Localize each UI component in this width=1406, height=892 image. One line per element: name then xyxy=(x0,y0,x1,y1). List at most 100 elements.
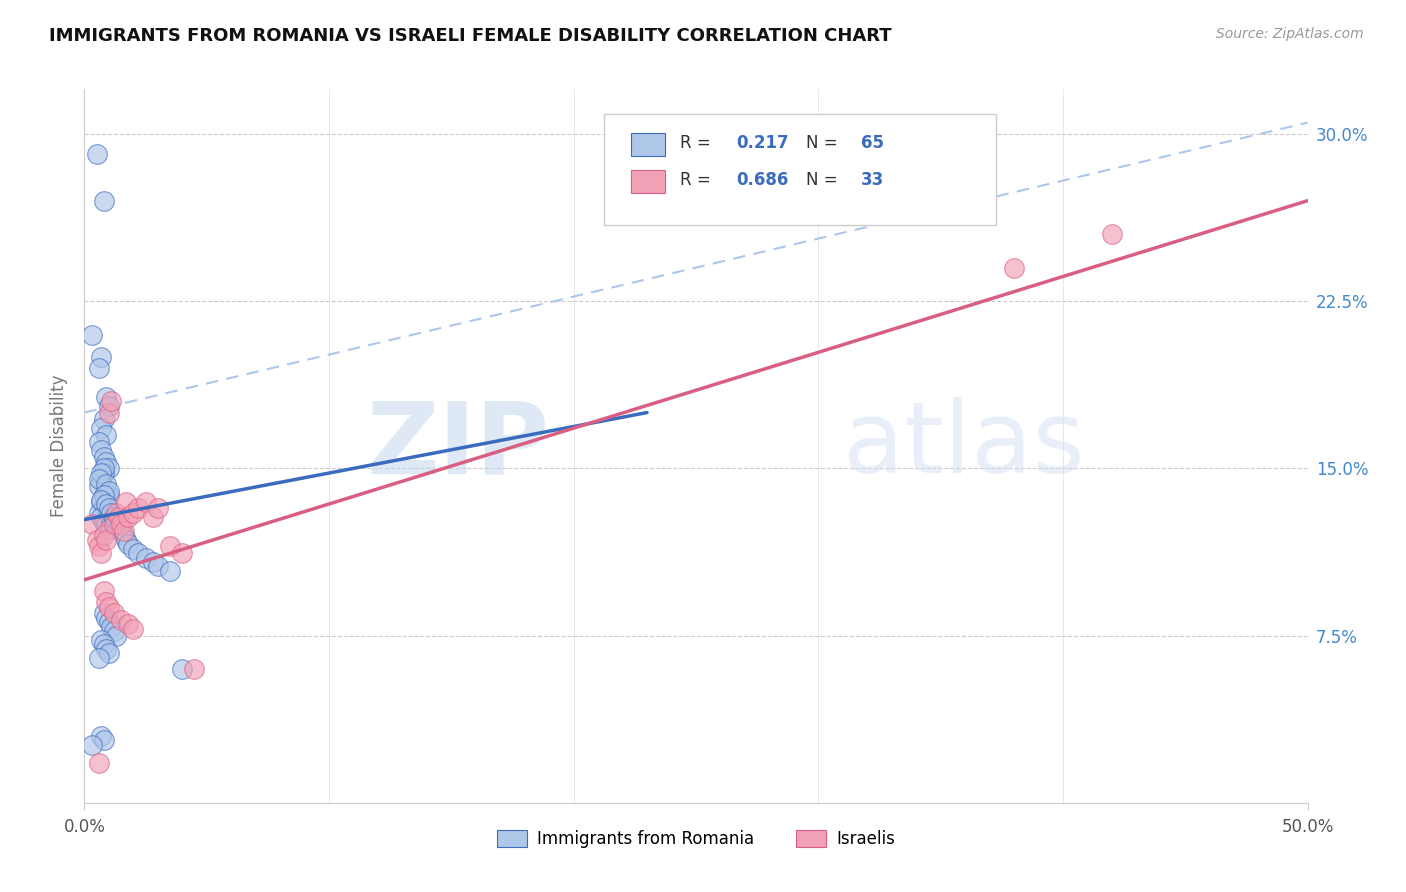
Point xyxy=(135,550,157,565)
Text: IMMIGRANTS FROM ROMANIA VS ISRAELI FEMALE DISABILITY CORRELATION CHART: IMMIGRANTS FROM ROMANIA VS ISRAELI FEMAL… xyxy=(49,27,891,45)
Point xyxy=(96,610,118,624)
Point xyxy=(90,546,112,560)
Point xyxy=(93,412,115,426)
Point xyxy=(97,615,120,630)
Point xyxy=(100,506,122,520)
Text: 0.217: 0.217 xyxy=(737,134,789,152)
Point xyxy=(97,483,120,498)
Text: N =: N = xyxy=(806,134,844,152)
Point xyxy=(1002,260,1025,275)
Point xyxy=(96,483,118,498)
Text: 0.686: 0.686 xyxy=(737,171,789,189)
Point xyxy=(93,607,115,621)
Text: 33: 33 xyxy=(860,171,884,189)
Point xyxy=(127,546,149,560)
Point xyxy=(96,454,118,469)
Text: ZIP: ZIP xyxy=(367,398,550,494)
Point xyxy=(100,394,122,409)
Point xyxy=(127,501,149,516)
Point xyxy=(110,524,132,538)
Point xyxy=(96,427,118,442)
Point xyxy=(135,494,157,508)
Text: atlas: atlas xyxy=(842,398,1084,494)
Point xyxy=(93,583,115,598)
Text: N =: N = xyxy=(806,171,844,189)
Point xyxy=(103,624,125,639)
Point xyxy=(93,466,115,480)
Point xyxy=(142,510,165,524)
Text: 65: 65 xyxy=(860,134,884,152)
Point xyxy=(105,506,128,520)
Point xyxy=(117,537,139,551)
Text: R =: R = xyxy=(681,134,716,152)
Point xyxy=(87,506,110,520)
Point xyxy=(97,461,120,475)
Point xyxy=(80,738,103,752)
Point xyxy=(87,479,110,493)
Point xyxy=(96,595,118,609)
Point xyxy=(90,443,112,458)
Point xyxy=(93,461,115,475)
Point xyxy=(97,646,120,660)
Point xyxy=(107,510,129,524)
Point xyxy=(90,350,112,364)
Point xyxy=(87,539,110,553)
Point xyxy=(122,506,145,520)
Point xyxy=(172,546,194,560)
Point xyxy=(93,528,115,542)
Point xyxy=(93,637,115,651)
Point xyxy=(93,733,115,747)
Point xyxy=(87,473,110,487)
Point xyxy=(87,756,110,770)
Point xyxy=(87,360,110,375)
Point xyxy=(80,516,103,531)
Point xyxy=(159,564,181,578)
Point xyxy=(93,488,115,502)
Point xyxy=(90,729,112,743)
Point xyxy=(100,619,122,633)
Legend: Immigrants from Romania, Israelis: Immigrants from Romania, Israelis xyxy=(491,823,901,855)
Point xyxy=(107,519,129,533)
Point xyxy=(115,533,138,547)
Point xyxy=(90,421,112,435)
FancyBboxPatch shape xyxy=(605,114,995,225)
Point xyxy=(117,617,139,632)
Point xyxy=(146,501,169,516)
Point xyxy=(86,533,108,547)
Point xyxy=(96,516,118,531)
Text: Source: ZipAtlas.com: Source: ZipAtlas.com xyxy=(1216,27,1364,41)
Point xyxy=(93,194,115,208)
Point xyxy=(96,642,118,657)
Point xyxy=(96,497,118,511)
Point xyxy=(93,515,115,529)
Point xyxy=(110,516,132,531)
Point xyxy=(122,541,145,556)
Point xyxy=(97,488,120,502)
Point xyxy=(172,662,194,676)
Point xyxy=(112,528,135,542)
Point xyxy=(103,516,125,531)
Point xyxy=(90,494,112,508)
Point xyxy=(80,327,103,342)
Point xyxy=(97,501,120,516)
Point xyxy=(110,613,132,627)
Point xyxy=(105,515,128,529)
Point xyxy=(96,390,118,404)
Point xyxy=(90,633,112,648)
Point xyxy=(146,559,169,574)
Point xyxy=(97,599,120,614)
Point xyxy=(93,499,115,513)
Point xyxy=(97,399,120,413)
Point xyxy=(90,473,112,487)
Point xyxy=(97,521,120,535)
Text: R =: R = xyxy=(681,171,716,189)
Point xyxy=(90,466,112,480)
Point xyxy=(87,434,110,449)
Point xyxy=(112,524,135,538)
Point xyxy=(93,450,115,464)
Point xyxy=(183,662,205,676)
Point xyxy=(122,622,145,636)
Y-axis label: Female Disability: Female Disability xyxy=(49,375,67,517)
Point xyxy=(105,628,128,642)
Point xyxy=(103,607,125,621)
